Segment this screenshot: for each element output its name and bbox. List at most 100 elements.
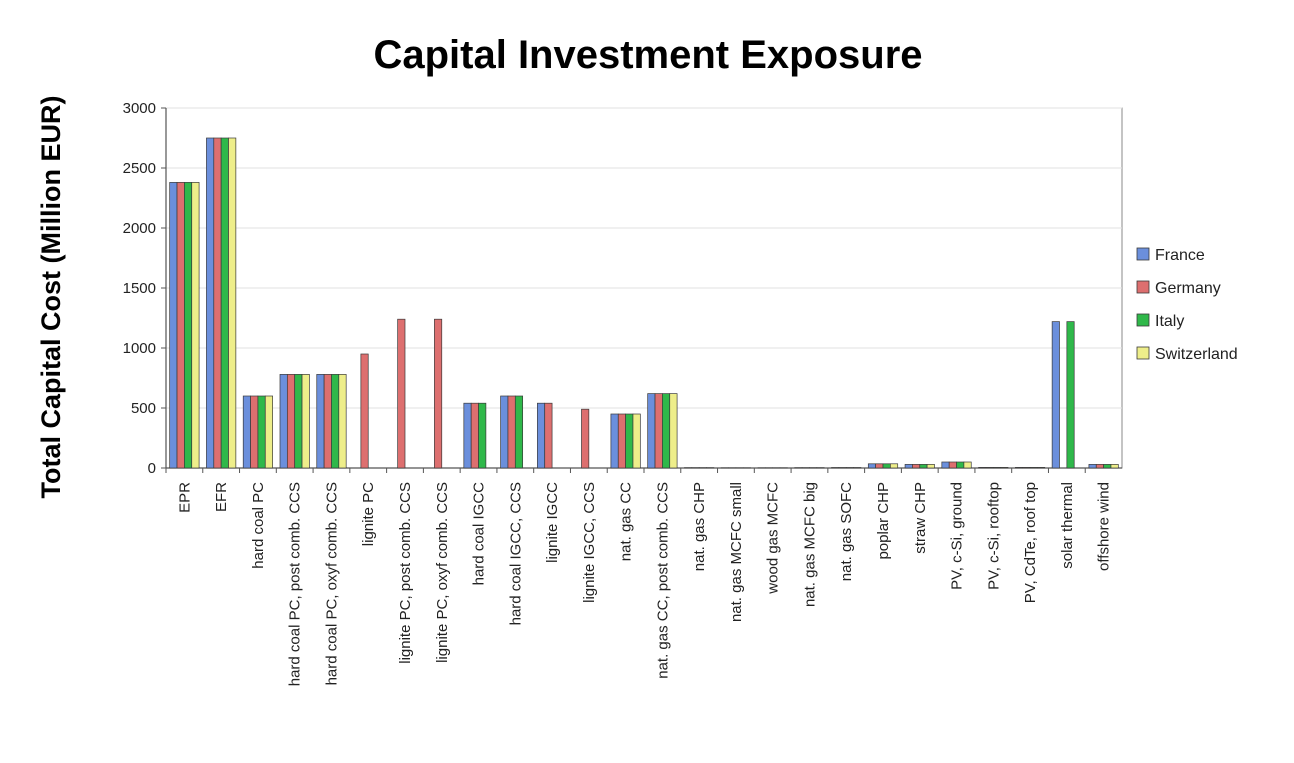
x-tick-label: hard coal PC, post comb. CCS: [287, 482, 304, 686]
bar-france-9: [501, 396, 508, 468]
x-tick-label: nat. gas SOFC: [838, 482, 855, 581]
bar-france-2: [243, 396, 250, 468]
bar-france-0: [170, 182, 177, 468]
bar-germany-8: [471, 403, 478, 468]
x-tick-label: PV, c-Si, ground: [949, 482, 966, 590]
x-tick-label: lignite PC: [360, 482, 377, 546]
bar-italy-25: [1104, 464, 1111, 468]
bar-italy-20: [920, 464, 927, 468]
x-tick-label: EFR: [213, 482, 230, 512]
bar-france-22: [979, 467, 986, 468]
bar-germany-1: [214, 138, 221, 468]
bar-germany-6: [398, 319, 405, 468]
bar-italy-13: [662, 394, 669, 468]
bar-france-10: [537, 403, 544, 468]
plot-area: 0 500 1000 1500 2000 2500 3000 EPR EFR hard coal …: [123, 100, 1122, 686]
bar-germany-7: [434, 319, 441, 468]
bar-france-12: [611, 414, 618, 468]
bar-germany-0: [177, 182, 184, 468]
x-tick-label: lignite PC, post comb. CCS: [397, 482, 414, 664]
bar-switzerland-21: [964, 462, 971, 468]
y-tick-label: 2500: [123, 160, 156, 177]
x-tick-label: hard coal IGCC: [471, 482, 488, 586]
legend: France Germany Italy Switzerland: [1137, 247, 1238, 363]
chart-title: Capital Investment Exposure: [373, 33, 922, 77]
x-tick-label: poplar CHP: [875, 482, 892, 560]
bar-switzerland-12: [633, 414, 640, 468]
bar-france-20: [905, 464, 912, 468]
bar-germany-4: [324, 374, 331, 468]
bar-france-19: [868, 464, 875, 468]
x-tick-label: nat. gas MCFC small: [728, 482, 745, 622]
legend-swatch-italy: [1137, 314, 1149, 326]
legend-swatch-switzerland: [1137, 347, 1149, 359]
bar-italy-8: [479, 403, 486, 468]
bar-italy-9: [515, 396, 522, 468]
bar-germany-12: [618, 414, 625, 468]
x-tick-label: offshore wind: [1096, 482, 1113, 571]
bar-italy-1: [221, 138, 228, 468]
x-tick-label: lignite PC, oxyf comb. CCS: [434, 482, 451, 663]
bar-italy-2: [258, 396, 265, 468]
bar-germany-21: [949, 462, 956, 468]
legend-label-germany: Germany: [1155, 280, 1221, 297]
y-tick-label: 2000: [123, 220, 156, 237]
bar-switzerland-1: [229, 138, 236, 468]
x-tick-label: nat. gas CC: [618, 482, 635, 561]
x-tick-label: wood gas MCFC: [765, 482, 782, 595]
y-tick-label: 1000: [123, 340, 156, 357]
bar-germany-9: [508, 396, 515, 468]
bar-switzerland-19: [890, 464, 897, 468]
bar-germany-5: [361, 354, 368, 468]
bar-germany-20: [912, 464, 919, 468]
bar-germany-10: [545, 403, 552, 468]
bar-italy-3: [295, 374, 302, 468]
legend-label-italy: Italy: [1155, 313, 1184, 330]
bar-germany-3: [287, 374, 294, 468]
bar-switzerland-20: [927, 464, 934, 468]
bar-switzerland-4: [339, 374, 346, 468]
bar-italy-23: [1030, 467, 1037, 468]
y-tick-label: 0: [148, 460, 156, 477]
bar-italy-12: [626, 414, 633, 468]
bar-switzerland-2: [265, 396, 272, 468]
bar-switzerland-23: [1037, 467, 1044, 468]
bar-switzerland-3: [302, 374, 309, 468]
bar-italy-24: [1067, 322, 1074, 468]
x-tick-label: lignite IGCC: [544, 482, 561, 563]
bar-france-25: [1089, 464, 1096, 468]
x-tick-label: PV, c-Si, rooftop: [985, 482, 1002, 590]
bar-france-24: [1052, 322, 1059, 468]
bar-france-13: [648, 394, 655, 468]
bar-italy-0: [184, 182, 191, 468]
y-axis-label: Total Capital Cost (Million EUR): [36, 96, 66, 499]
legend-swatch-germany: [1137, 281, 1149, 293]
y-tick-label: 1500: [123, 280, 156, 297]
bar-italy-19: [883, 464, 890, 468]
x-tick-label: EPR: [176, 482, 193, 513]
x-tick-label: nat. gas MCFC big: [801, 482, 818, 607]
legend-label-france: France: [1155, 247, 1205, 264]
x-tick-label: nat. gas CC, post comb. CCS: [654, 482, 671, 679]
x-tick-label: PV, CdTe, roof top: [1022, 482, 1039, 603]
bar-switzerland-13: [670, 394, 677, 468]
bar-germany-2: [251, 396, 258, 468]
bar-germany-11: [581, 409, 588, 468]
bar-france-1: [206, 138, 213, 468]
x-tick-label: solar thermal: [1059, 482, 1076, 569]
x-tick-label: hard coal IGCC, CCS: [507, 482, 524, 625]
bar-switzerland-25: [1111, 464, 1118, 468]
bar-france-4: [317, 374, 324, 468]
bar-switzerland-0: [192, 182, 199, 468]
legend-swatch-france: [1137, 248, 1149, 260]
y-tick-label: 500: [131, 400, 156, 417]
bar-germany-23: [1023, 467, 1030, 468]
bar-italy-21: [957, 462, 964, 468]
y-tick-label: 3000: [123, 100, 156, 117]
x-tick-label: hard coal PC: [250, 482, 267, 569]
x-tick-label: nat. gas CHP: [691, 482, 708, 571]
bar-germany-25: [1096, 464, 1103, 468]
legend-label-switzerland: Switzerland: [1155, 346, 1238, 363]
